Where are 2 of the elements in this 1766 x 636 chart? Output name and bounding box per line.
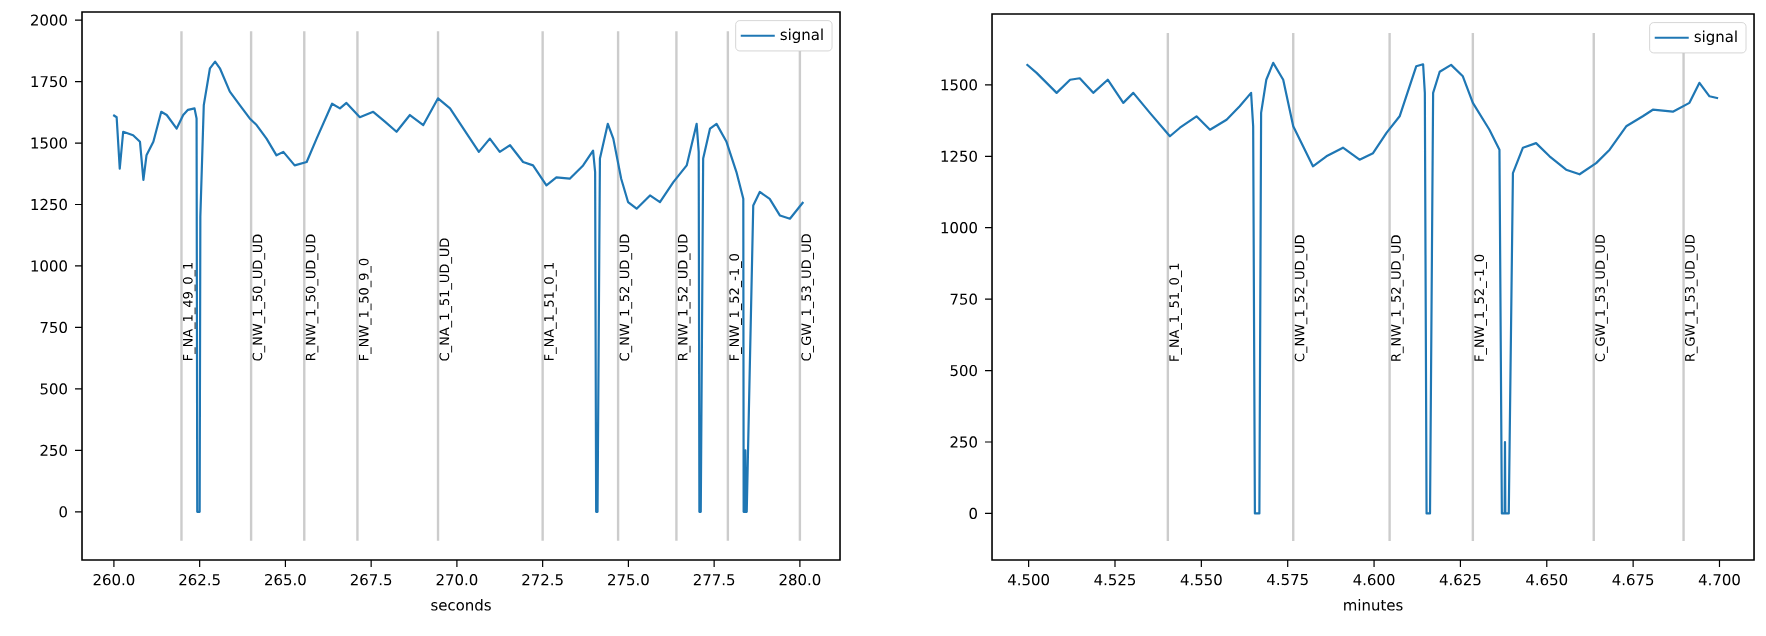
line-series — [112, 60, 805, 513]
line-series — [1025, 61, 1720, 515]
